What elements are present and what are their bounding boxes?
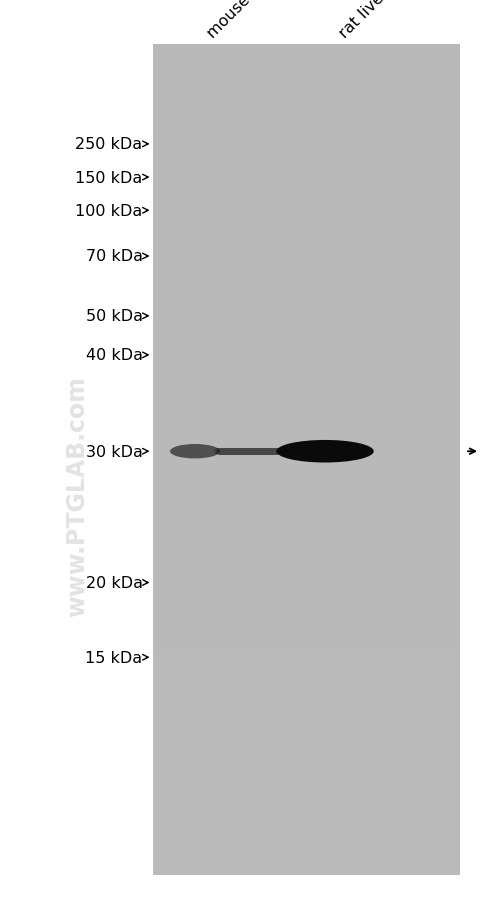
Bar [152, 764, 460, 792]
Bar [152, 211, 460, 239]
Text: mouse liver: mouse liver [204, 0, 282, 41]
Bar [152, 709, 460, 737]
Bar [152, 488, 460, 515]
Bar [152, 432, 460, 460]
Bar [152, 598, 460, 626]
Bar [152, 792, 460, 820]
Bar [152, 737, 460, 764]
Text: 30 kDa: 30 kDa [86, 444, 142, 459]
Bar [152, 322, 460, 349]
Bar [152, 45, 460, 875]
Ellipse shape [276, 440, 374, 463]
Bar [152, 405, 460, 432]
Text: 15 kDa: 15 kDa [86, 650, 142, 665]
Bar [152, 239, 460, 266]
Bar [152, 377, 460, 405]
Bar [152, 460, 460, 488]
Bar [152, 128, 460, 156]
Bar [152, 349, 460, 377]
Text: rat liver: rat liver [337, 0, 392, 41]
Text: 250 kDa: 250 kDa [76, 137, 142, 152]
Bar [152, 156, 460, 183]
Bar [152, 820, 460, 847]
Bar [152, 571, 460, 598]
Bar [152, 681, 460, 709]
Ellipse shape [170, 445, 220, 459]
Bar [152, 73, 460, 100]
Bar [152, 847, 460, 875]
Text: 100 kDa: 100 kDa [75, 204, 142, 218]
Text: 20 kDa: 20 kDa [86, 575, 142, 590]
Text: 70 kDa: 70 kDa [86, 249, 142, 264]
Text: 50 kDa: 50 kDa [86, 309, 142, 324]
Text: www.PTGLAB.com: www.PTGLAB.com [66, 376, 90, 616]
Bar [152, 294, 460, 322]
Bar [152, 266, 460, 294]
Text: 40 kDa: 40 kDa [86, 348, 142, 363]
Bar [152, 543, 460, 571]
Bar [152, 45, 460, 73]
Bar [152, 626, 460, 654]
Bar [152, 183, 460, 211]
Bar [152, 515, 460, 543]
Bar [152, 100, 460, 128]
Text: 150 kDa: 150 kDa [75, 170, 142, 186]
Bar [219, 448, 278, 456]
Bar [152, 654, 460, 681]
